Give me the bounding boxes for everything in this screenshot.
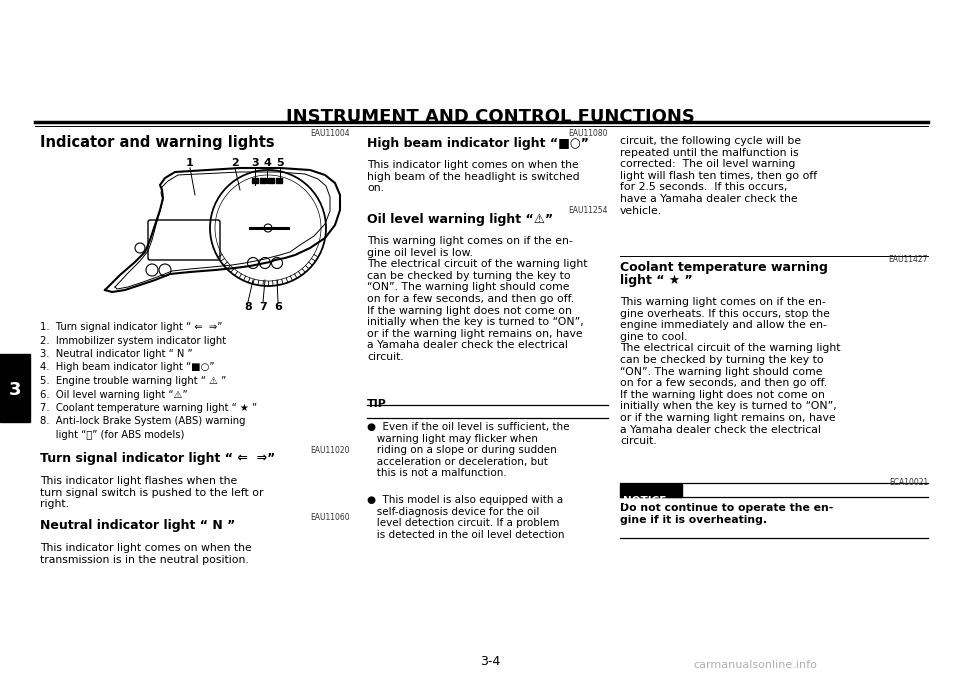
Text: EAU11427: EAU11427	[889, 255, 928, 264]
Text: NOTICE: NOTICE	[623, 496, 666, 506]
Text: This indicator light comes on when the
high beam of the headlight is switched
on: This indicator light comes on when the h…	[367, 160, 580, 193]
Bar	[260, 178, 266, 183]
Bar	[276, 178, 282, 183]
Text: Oil level warning light “⚠”: Oil level warning light “⚠”	[367, 213, 553, 226]
Text: 6.  Oil level warning light “⚠”: 6. Oil level warning light “⚠”	[40, 389, 187, 399]
Text: 3.  Neutral indicator light “ N ”: 3. Neutral indicator light “ N ”	[40, 349, 193, 359]
Text: EAU11080: EAU11080	[568, 129, 608, 138]
Text: 1: 1	[186, 158, 194, 168]
Bar	[268, 178, 274, 183]
Bar	[0, 354, 30, 422]
Text: 7.  Coolant temperature warning light “ ★ ”: 7. Coolant temperature warning light “ ★…	[40, 403, 257, 413]
Text: 3: 3	[9, 381, 21, 399]
Text: 5: 5	[276, 158, 284, 168]
Text: carmanualsonline.info: carmanualsonline.info	[693, 660, 817, 670]
Text: circuit, the following cycle will be
repeated until the malfunction is
corrected: circuit, the following cycle will be rep…	[620, 136, 817, 216]
Text: Neutral indicator light “ N ”: Neutral indicator light “ N ”	[40, 519, 235, 532]
Text: 8: 8	[244, 302, 252, 312]
Text: 2: 2	[231, 158, 239, 168]
Bar	[252, 178, 258, 183]
Text: ECA10021: ECA10021	[889, 478, 928, 487]
Text: 4: 4	[263, 158, 271, 168]
Text: Do not continue to operate the en-
gine if it is overheating.: Do not continue to operate the en- gine …	[620, 503, 833, 525]
Text: INSTRUMENT AND CONTROL FUNCTIONS: INSTRUMENT AND CONTROL FUNCTIONS	[285, 108, 694, 126]
Text: ●  Even if the oil level is sufficient, the
   warning light may flicker when
  : ● Even if the oil level is sufficient, t…	[367, 422, 569, 479]
Text: ●  This model is also equipped with a
   self-diagnosis device for the oil
   le: ● This model is also equipped with a sel…	[367, 495, 564, 540]
Text: This warning light comes on if the en-
gine overheats. If this occurs, stop the
: This warning light comes on if the en- g…	[620, 297, 841, 446]
Text: This indicator light comes on when the
transmission is in the neutral position.: This indicator light comes on when the t…	[40, 543, 252, 565]
Text: 8.  Anti-lock Brake System (ABS) warning: 8. Anti-lock Brake System (ABS) warning	[40, 416, 246, 426]
Text: 2.  Immobilizer system indicator light: 2. Immobilizer system indicator light	[40, 336, 227, 346]
Text: EAU11004: EAU11004	[310, 129, 350, 138]
Bar	[620, 484, 682, 497]
Text: High beam indicator light “■○”: High beam indicator light “■○”	[367, 137, 588, 150]
Text: This warning light comes on if the en-
gine oil level is low.
The electrical cir: This warning light comes on if the en- g…	[367, 236, 588, 362]
Text: This indicator light flashes when the
turn signal switch is pushed to the left o: This indicator light flashes when the tu…	[40, 476, 263, 509]
Text: Turn signal indicator light “ ⇐  ⇒”: Turn signal indicator light “ ⇐ ⇒”	[40, 452, 276, 465]
Text: Coolant temperature warning: Coolant temperature warning	[620, 261, 828, 274]
Text: Indicator and warning lights: Indicator and warning lights	[40, 135, 275, 150]
Text: 5.  Engine trouble warning light “ ⚠ ”: 5. Engine trouble warning light “ ⚠ ”	[40, 376, 227, 386]
Circle shape	[264, 224, 272, 232]
Text: 4.  High beam indicator light “■○”: 4. High beam indicator light “■○”	[40, 363, 214, 372]
Text: light “ ★ ”: light “ ★ ”	[620, 274, 692, 287]
Text: light “Ⓐ” (for ABS models): light “Ⓐ” (for ABS models)	[40, 430, 184, 440]
Text: EAU11020: EAU11020	[310, 446, 350, 455]
Text: 1.  Turn signal indicator light “ ⇐  ⇒”: 1. Turn signal indicator light “ ⇐ ⇒”	[40, 322, 223, 332]
Text: 3-4: 3-4	[480, 655, 500, 668]
Text: EAU11060: EAU11060	[310, 513, 350, 522]
Text: 7: 7	[259, 302, 267, 312]
Text: EAU11254: EAU11254	[568, 206, 608, 215]
Text: 6: 6	[274, 302, 282, 312]
Text: 3: 3	[252, 158, 259, 168]
Text: TIP: TIP	[367, 399, 387, 409]
